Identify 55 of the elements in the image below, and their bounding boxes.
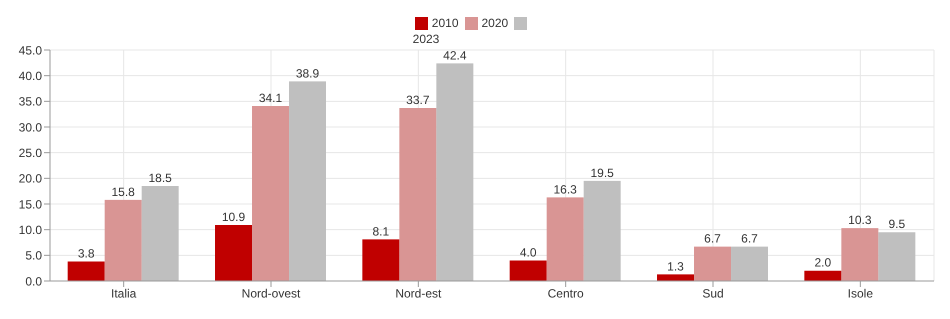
- bar: [510, 260, 547, 281]
- y-tick-label: 15.0: [18, 197, 42, 212]
- bar: [142, 186, 179, 281]
- y-tick-label: 5.0: [25, 248, 42, 263]
- bar: [657, 274, 694, 281]
- data-label: 2.0: [814, 256, 832, 270]
- bar: [252, 106, 290, 281]
- bar: [104, 200, 142, 281]
- data-label: 3.8: [78, 246, 95, 260]
- y-tick-label: 20.0: [18, 172, 42, 186]
- bar: [804, 270, 842, 281]
- data-label: 10.9: [222, 210, 246, 224]
- data-label: 9.5: [888, 217, 906, 232]
- data-label: 42.4: [443, 48, 467, 62]
- legend-label: 2020: [482, 16, 508, 30]
- bar: [841, 228, 878, 281]
- bar: [546, 197, 584, 281]
- y-tick-label: 0.0: [25, 274, 42, 288]
- y-tick-label: 10.0: [18, 222, 42, 237]
- data-label: 15.8: [112, 184, 136, 199]
- data-label: 6.7: [741, 232, 758, 246]
- y-tick-label: 40.0: [18, 68, 42, 83]
- bar: [399, 108, 436, 281]
- bar: [289, 81, 326, 281]
- x-tick-label: Isole: [848, 286, 874, 301]
- bar: [584, 180, 621, 281]
- data-label: 6.7: [704, 232, 722, 246]
- y-tick-label: 45.0: [18, 43, 42, 58]
- y-tick-label: 25.0: [18, 146, 42, 160]
- data-label: 33.7: [406, 93, 430, 108]
- series-label: 2023: [412, 32, 440, 46]
- bar: [694, 246, 732, 281]
- bar: [878, 232, 916, 281]
- bar: [436, 63, 474, 281]
- data-label: 38.9: [296, 66, 320, 80]
- x-tick-label: Centro: [548, 286, 584, 301]
- x-tick-label: Nord-ovest: [242, 286, 302, 301]
- x-tick-label: Sud: [702, 286, 724, 301]
- y-tick-label: 35.0: [18, 94, 42, 109]
- data-label: 18.5: [148, 171, 172, 186]
- x-tick-label: Nord-est: [395, 286, 442, 301]
- data-label: 8.1: [372, 224, 390, 238]
- bar: [215, 225, 252, 281]
- data-label: 1.3: [667, 259, 684, 274]
- data-label: 19.5: [590, 166, 614, 180]
- y-tick-label: 30.0: [18, 120, 42, 134]
- bar: [68, 261, 105, 281]
- data-label: 4.0: [520, 245, 537, 260]
- data-label: 34.1: [258, 90, 283, 105]
- bar: [731, 246, 768, 281]
- bar: [362, 239, 400, 281]
- data-label: 10.3: [848, 213, 872, 228]
- legend-label: 2010: [432, 16, 458, 30]
- data-label: 16.3: [554, 182, 578, 196]
- x-tick-label: Italia: [110, 286, 137, 301]
